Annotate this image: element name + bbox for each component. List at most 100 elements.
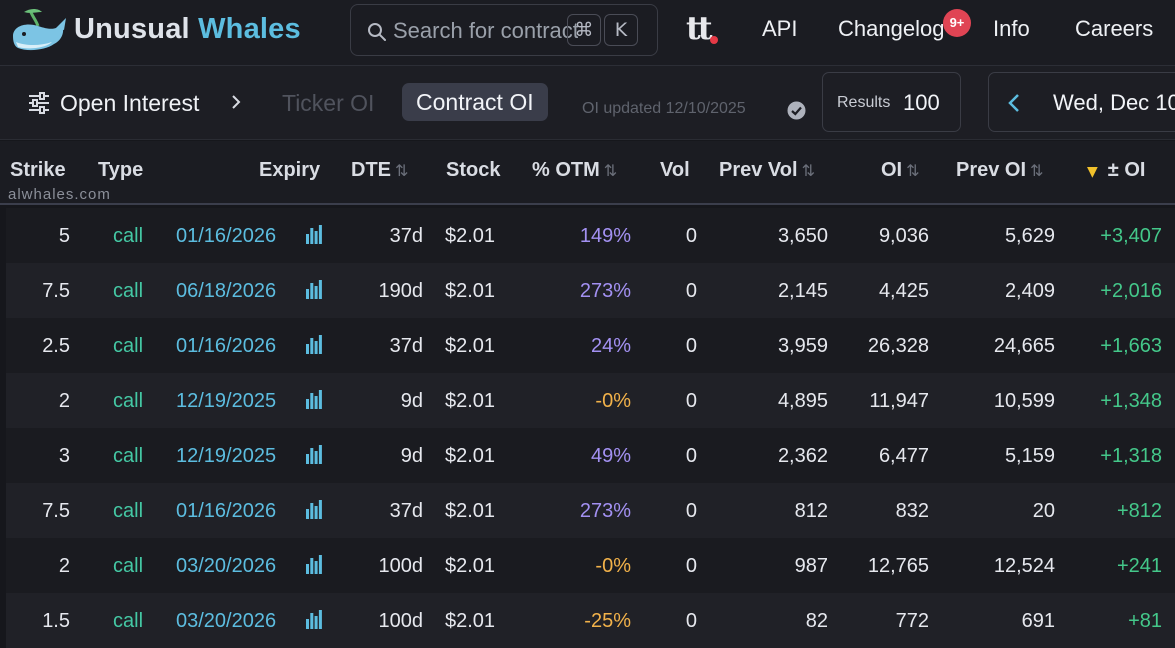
- cell-expiry[interactable]: 03/20/2026: [176, 610, 277, 632]
- table-row[interactable]: 1.5 call 03/20/2026 100d $2.01 -25% 0 82 772 691 +…: [6, 593, 1175, 648]
- col-strike-label: Strike: [10, 159, 66, 181]
- cell-type: call: [113, 500, 144, 522]
- cell-otm: 149%: [579, 225, 631, 247]
- sort-icon: ⇅: [801, 161, 815, 180]
- cell-dte: 9d: [400, 445, 423, 467]
- breadcrumb-title[interactable]: Open Interest: [60, 90, 200, 116]
- cell-stock: $2.01: [445, 335, 496, 357]
- nav-link-api[interactable]: API: [762, 16, 798, 41]
- date-picker[interactable]: Wed, Dec 10: [988, 72, 1175, 132]
- cell-vol: 0: [685, 610, 697, 632]
- cell-vol: 0: [685, 335, 697, 357]
- brand-name[interactable]: Unusual Whales: [74, 13, 301, 46]
- search-input[interactable]: [393, 14, 578, 48]
- bar-chart-icon[interactable]: [306, 390, 322, 409]
- cell-expiry[interactable]: 06/18/2026: [176, 280, 277, 302]
- cell-expiry[interactable]: 01/16/2026: [176, 335, 277, 357]
- col-dte[interactable]: DTE ⇅: [351, 157, 408, 183]
- cell-prev-oi: 10,599: [993, 390, 1055, 412]
- col-type[interactable]: Type: [98, 157, 143, 183]
- check-circle-icon: [787, 101, 806, 120]
- cell-expiry[interactable]: 12/19/2025: [176, 445, 277, 467]
- col-prev-oi-label: Prev OI: [956, 159, 1027, 181]
- cell-expiry[interactable]: 01/16/2026: [176, 225, 277, 247]
- partner-logo[interactable]: tt: [686, 9, 713, 47]
- cell-dte: 190d: [378, 280, 424, 302]
- cell-type: call: [113, 555, 144, 577]
- chevron-left-icon[interactable]: [1007, 93, 1021, 113]
- table-row[interactable]: 7.5 call 01/16/2026 37d $2.01 273% 0 812 832 20 +8…: [6, 483, 1175, 538]
- col-strike[interactable]: Strike: [10, 157, 66, 183]
- cell-prev-vol: 2,362: [777, 445, 828, 467]
- col-type-label: Type: [98, 159, 144, 181]
- bar-chart-icon[interactable]: [306, 610, 322, 629]
- cell-oi: 832: [895, 500, 929, 522]
- bar-chart-icon[interactable]: [306, 280, 322, 299]
- cell-stock: $2.01: [445, 500, 496, 522]
- cell-oi: 9,036: [878, 225, 929, 247]
- col-oi[interactable]: OI ⇅: [881, 157, 920, 183]
- table-header: Strike Type Expiry DTE ⇅ Stock % OTM ⇅ Vol…: [0, 141, 1175, 205]
- table-row[interactable]: 2.5 call 01/16/2026 37d $2.01 24% 0 3,959 26,328…: [6, 318, 1175, 373]
- col-chg-oi[interactable]: ▼ ± OI: [1087, 157, 1145, 183]
- table-row[interactable]: 3 call 12/19/2025 9d $2.01 49% 0 2,362 6,477 5,15…: [6, 428, 1175, 483]
- cell-strike: 2: [58, 555, 70, 577]
- cell-strike: 3: [58, 445, 70, 467]
- shortcut-k-key: K: [604, 14, 638, 46]
- col-stock[interactable]: Stock: [446, 157, 500, 183]
- cell-prev-vol: 987: [794, 555, 828, 577]
- col-expiry[interactable]: Expiry: [259, 157, 320, 183]
- nav-link-changelog[interactable]: Changelog: [838, 16, 945, 41]
- nav-link-careers[interactable]: Careers: [1075, 16, 1154, 41]
- cell-vol: 0: [685, 280, 697, 302]
- tab-ticker-oi[interactable]: Ticker OI: [282, 90, 375, 116]
- sort-icon: ⇅: [1030, 161, 1044, 180]
- cell-type: call: [113, 225, 144, 247]
- results-selector[interactable]: Results 100: [822, 72, 961, 132]
- bar-chart-icon[interactable]: [306, 225, 322, 244]
- cell-otm: -0%: [595, 555, 631, 577]
- bar-chart-icon[interactable]: [306, 335, 322, 354]
- cell-prev-oi: 12,524: [993, 555, 1055, 577]
- sort-icon: ⇅: [603, 161, 618, 180]
- table-row[interactable]: 5 call 01/16/2026 37d $2.01 149% 0 3,650 9,036 5,…: [6, 208, 1175, 263]
- search-box[interactable]: [350, 4, 658, 56]
- cell-prev-vol: 2,145: [777, 280, 828, 302]
- table-row[interactable]: 7.5 call 06/18/2026 190d $2.01 273% 0 2,145 4,42…: [6, 263, 1175, 318]
- col-otm[interactable]: % OTM ⇅: [532, 157, 617, 183]
- bar-chart-icon[interactable]: [306, 445, 322, 464]
- cell-stock: $2.01: [445, 280, 496, 302]
- cell-type: call: [113, 610, 144, 632]
- top-nav: Unusual Whales ⌘ K tt API Changelog 9+ I…: [0, 0, 1175, 66]
- cell-strike: 7.5: [42, 280, 70, 302]
- cell-otm: 24%: [590, 335, 631, 357]
- table-row[interactable]: 2 call 12/19/2025 9d $2.01 -0% 0 4,895 11,947 10,…: [6, 373, 1175, 428]
- table-row[interactable]: 2 call 03/20/2026 100d $2.01 -0% 0 987 12,765 12,…: [6, 538, 1175, 593]
- cell-prev-oi: 691: [1021, 610, 1055, 632]
- col-vol[interactable]: Vol: [660, 157, 690, 183]
- col-prev-oi[interactable]: Prev OI ⇅: [956, 157, 1043, 183]
- cell-expiry[interactable]: 01/16/2026: [176, 500, 277, 522]
- bar-chart-icon[interactable]: [306, 500, 322, 519]
- cell-type: call: [113, 280, 144, 302]
- cell-stock: $2.01: [445, 610, 496, 632]
- whale-logo-icon[interactable]: [10, 6, 68, 58]
- cell-prev-oi: 5,629: [1004, 225, 1055, 247]
- cell-chg-oi: +3,407: [1100, 225, 1162, 247]
- col-expiry-label: Expiry: [259, 159, 321, 181]
- date-label: Wed, Dec 10: [1053, 90, 1175, 115]
- cell-dte: 100d: [378, 555, 424, 577]
- sliders-icon[interactable]: [28, 92, 50, 114]
- nav-link-info[interactable]: Info: [993, 16, 1030, 41]
- bar-chart-icon[interactable]: [306, 555, 322, 574]
- cell-stock: $2.01: [445, 555, 496, 577]
- sub-header: Open Interest Ticker OI Contract OI OI u…: [0, 66, 1175, 140]
- sort-icon: ⇅: [395, 161, 409, 180]
- chevron-right-icon[interactable]: [230, 94, 242, 110]
- cell-stock: $2.01: [445, 390, 496, 412]
- col-oi-label: OI: [881, 159, 903, 181]
- cell-expiry[interactable]: 12/19/2025: [176, 390, 277, 412]
- col-prev-vol[interactable]: Prev Vol ⇅: [719, 157, 815, 183]
- tab-contract-oi[interactable]: Contract OI: [402, 83, 548, 121]
- cell-expiry[interactable]: 03/20/2026: [176, 555, 277, 577]
